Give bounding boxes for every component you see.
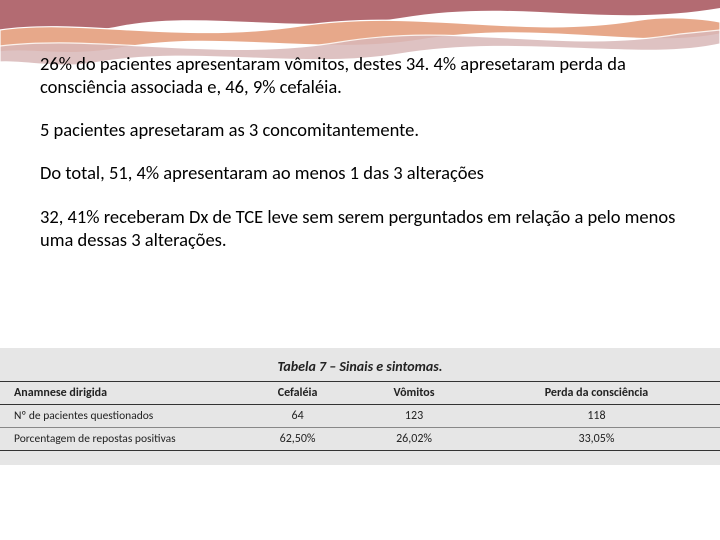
row1-perda: 118: [473, 405, 720, 428]
row1-vomitos: 123: [355, 405, 473, 428]
table-container: Tabela 7 – Sinais e sintomas. Anamnese d…: [0, 348, 720, 465]
paragraph-2: 5 pacientes apresetaram as 3 concomitant…: [40, 118, 680, 141]
header-anamnese: Anamnese dirigida: [0, 382, 240, 405]
signs-symptoms-table: Anamnese dirigida Cefaléia Vômitos Perda…: [0, 381, 720, 451]
row1-label: Nº de pacientes questionados: [0, 405, 240, 428]
table-title: Tabela 7 – Sinais e sintomas.: [0, 358, 720, 375]
header-cefaleia: Cefaléia: [240, 382, 355, 405]
table-row: Nº de pacientes questionados 64 123 118: [0, 405, 720, 428]
paragraph-3: Do total, 51, 4% apresentaram ao menos 1…: [40, 161, 680, 184]
paragraph-1: 26% do pacientes apresentaram vômitos, d…: [40, 52, 680, 98]
row2-label: Porcentagem de repostas positivas: [0, 428, 240, 451]
header-perda: Perda da consciência: [473, 382, 720, 405]
table-header-row: Anamnese dirigida Cefaléia Vômitos Perda…: [0, 382, 720, 405]
row2-perda: 33,05%: [473, 428, 720, 451]
table-row: Porcentagem de repostas positivas 62,50%…: [0, 428, 720, 451]
paragraph-4: 32, 41% receberam Dx de TCE leve sem ser…: [40, 205, 680, 251]
row2-cefaleia: 62,50%: [240, 428, 355, 451]
slide-text: 26% do pacientes apresentaram vômitos, d…: [40, 52, 680, 271]
header-vomitos: Vômitos: [355, 382, 473, 405]
row2-vomitos: 26,02%: [355, 428, 473, 451]
row1-cefaleia: 64: [240, 405, 355, 428]
